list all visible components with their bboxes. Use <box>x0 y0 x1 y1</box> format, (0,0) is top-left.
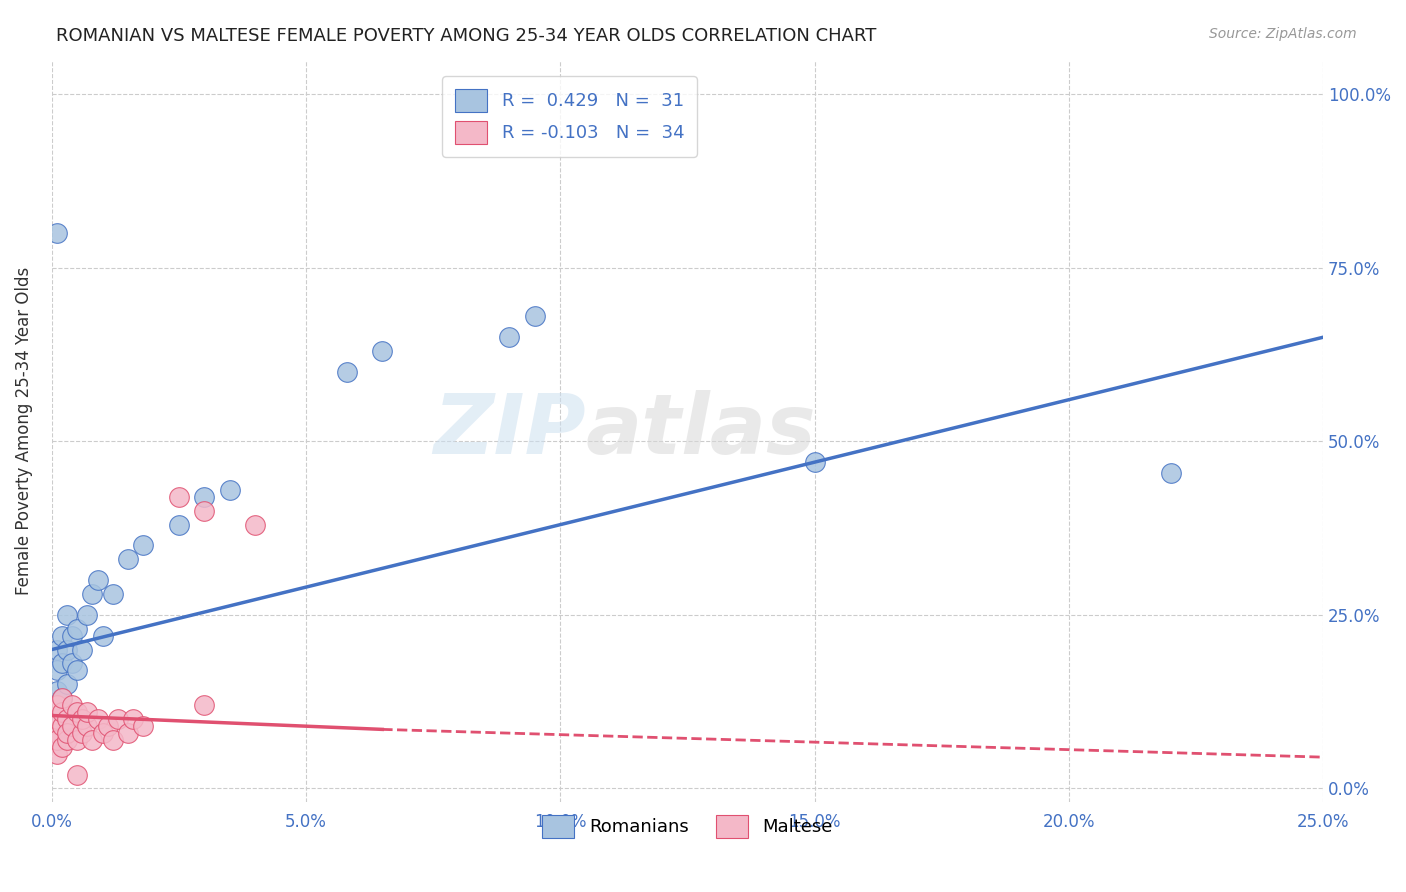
Point <box>523 310 546 324</box>
Point <box>72 726 94 740</box>
Point <box>60 698 83 712</box>
Point <box>72 642 94 657</box>
Point <box>51 719 73 733</box>
Point <box>66 705 89 719</box>
Point <box>45 732 67 747</box>
Point <box>60 629 83 643</box>
Point <box>76 705 98 719</box>
Point <box>132 719 155 733</box>
Point <box>72 712 94 726</box>
Point <box>56 712 79 726</box>
Point <box>1160 466 1182 480</box>
Point <box>117 726 139 740</box>
Point <box>498 330 520 344</box>
Point <box>803 455 825 469</box>
Point <box>45 226 67 240</box>
Point <box>86 712 108 726</box>
Point <box>167 490 190 504</box>
Point <box>76 719 98 733</box>
Point <box>45 664 67 678</box>
Point <box>193 504 215 518</box>
Text: atlas: atlas <box>586 391 817 472</box>
Point <box>91 629 114 643</box>
Point <box>51 691 73 706</box>
Point <box>45 684 67 698</box>
Point <box>45 747 67 761</box>
Point <box>66 767 89 781</box>
Point <box>101 587 124 601</box>
Point <box>243 517 266 532</box>
Text: ZIP: ZIP <box>433 391 586 472</box>
Point <box>60 719 83 733</box>
Point <box>336 365 359 379</box>
Point <box>91 726 114 740</box>
Point <box>51 705 73 719</box>
Point <box>60 657 83 671</box>
Point <box>66 622 89 636</box>
Point <box>82 587 104 601</box>
Point <box>193 698 215 712</box>
Point <box>45 712 67 726</box>
Point <box>66 732 89 747</box>
Point <box>97 719 120 733</box>
Point <box>51 739 73 754</box>
Point <box>51 657 73 671</box>
Point <box>56 732 79 747</box>
Point <box>56 642 79 657</box>
Point <box>107 712 129 726</box>
Point <box>45 726 67 740</box>
Point <box>132 539 155 553</box>
Point <box>82 732 104 747</box>
Point <box>45 642 67 657</box>
Point <box>66 664 89 678</box>
Y-axis label: Female Poverty Among 25-34 Year Olds: Female Poverty Among 25-34 Year Olds <box>15 267 32 595</box>
Point <box>117 552 139 566</box>
Point <box>86 573 108 587</box>
Point <box>56 726 79 740</box>
Point <box>193 490 215 504</box>
Point <box>56 677 79 691</box>
Point <box>218 483 240 497</box>
Text: ROMANIAN VS MALTESE FEMALE POVERTY AMONG 25-34 YEAR OLDS CORRELATION CHART: ROMANIAN VS MALTESE FEMALE POVERTY AMONG… <box>56 27 876 45</box>
Text: Source: ZipAtlas.com: Source: ZipAtlas.com <box>1209 27 1357 41</box>
Point <box>371 344 394 359</box>
Point <box>167 517 190 532</box>
Point <box>122 712 145 726</box>
Legend: Romanians, Maltese: Romanians, Maltese <box>534 807 841 846</box>
Point <box>101 732 124 747</box>
Point <box>76 607 98 622</box>
Point <box>51 691 73 706</box>
Point <box>45 698 67 712</box>
Point <box>56 607 79 622</box>
Point <box>51 629 73 643</box>
